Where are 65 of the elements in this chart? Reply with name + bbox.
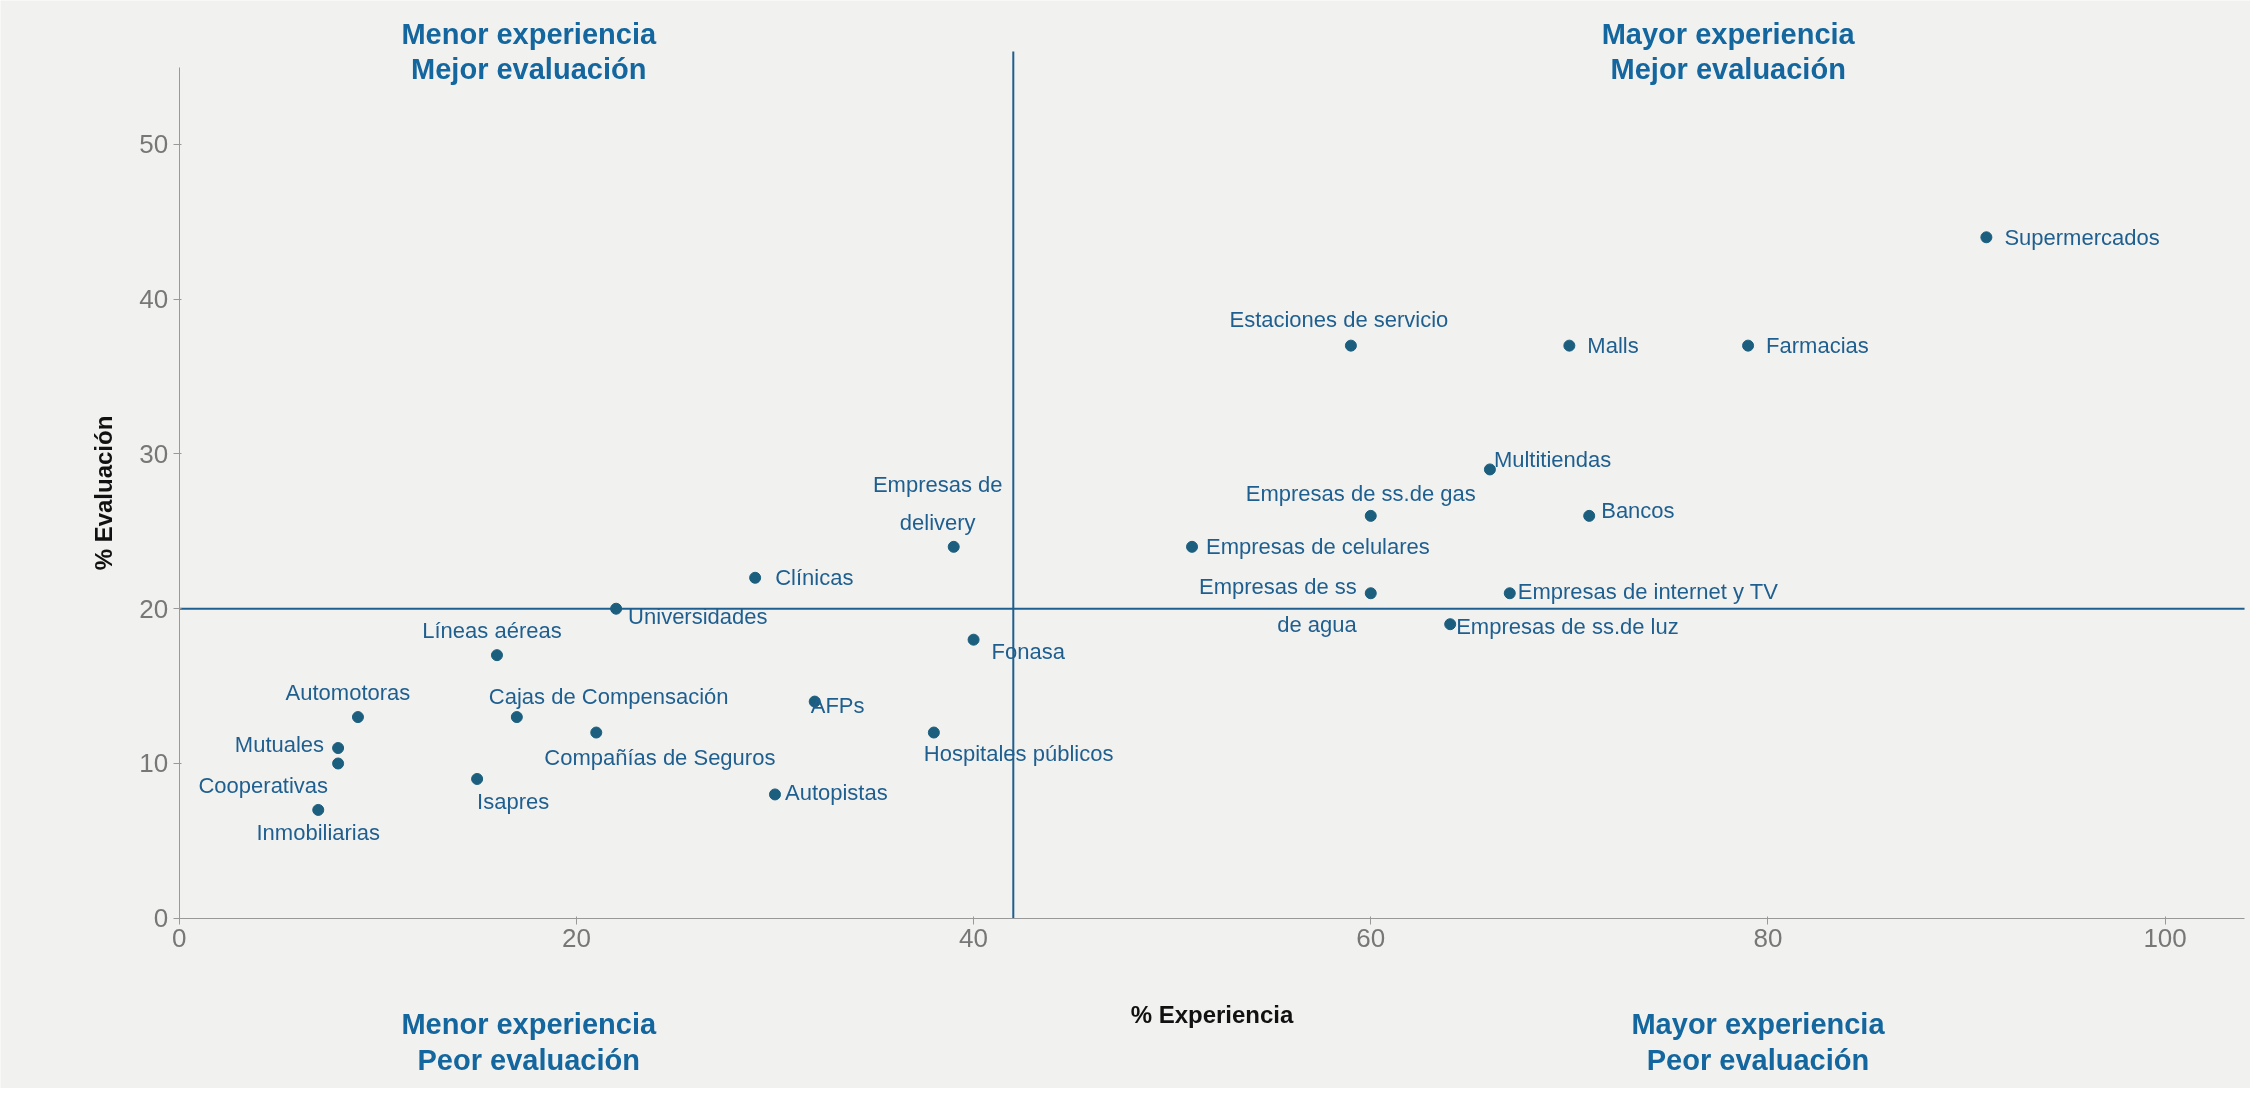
annotation: Empresas de ss.de gas: [1245, 480, 1476, 506]
annotation: Compañías de Seguros: [544, 744, 776, 770]
annotation: Malls: [1587, 333, 1639, 359]
point: [1186, 540, 1199, 553]
text: Menor experiencia Peor evaluación: [401, 1008, 657, 1076]
point: [1364, 509, 1377, 522]
annotation: Clínicas: [775, 565, 854, 591]
point: [490, 649, 503, 662]
point: [510, 711, 523, 724]
y-tick-label: 50: [139, 129, 169, 160]
x-tick-label: 20: [561, 923, 591, 954]
point: [590, 726, 603, 739]
annotation: Empresas de delivery: [872, 472, 1003, 535]
point: [768, 788, 781, 801]
y-tick-label: 0: [153, 903, 169, 934]
annotation: Estaciones de servicio: [1229, 306, 1449, 332]
point: [332, 757, 345, 770]
text: Mayor experiencia Peor evaluación: [1631, 1008, 1886, 1076]
point: [1483, 463, 1496, 476]
point: [1444, 618, 1457, 631]
annotation: Cooperativas: [198, 773, 329, 799]
point: [610, 602, 623, 615]
annotation: Supermercados: [2004, 224, 2160, 250]
point: [1344, 339, 1357, 352]
point: [1563, 339, 1576, 352]
y-axis-title: % Evaluación: [89, 415, 117, 571]
y-tick-label: 10: [139, 748, 169, 779]
annotation: Empresas de internet y TV: [1517, 578, 1779, 604]
annotation: Automotoras: [285, 680, 411, 706]
point: [471, 772, 484, 785]
annotation: Farmacias: [1766, 333, 1869, 359]
annotation: Mayor experiencia Mejor evaluación: [1601, 17, 1856, 86]
annotation: Mutuales: [234, 731, 325, 757]
point: [1503, 587, 1516, 600]
annotation: Autopistas: [784, 779, 888, 805]
x-tick-label: 100: [2143, 923, 2187, 954]
annotation: Empresas de ss de agua: [1199, 574, 1358, 637]
point: [947, 540, 960, 553]
point: [1583, 509, 1596, 522]
x-axis-title: % Experiencia: [1130, 1000, 1295, 1028]
annotation: Menor experiencia Mejor evaluación: [401, 17, 657, 86]
annotation: Líneas aéreas: [422, 618, 562, 644]
point: [351, 711, 364, 724]
x-tick-label: 40: [959, 923, 989, 954]
point: [1364, 587, 1377, 600]
y-tick-label: 40: [139, 284, 169, 315]
point: [312, 803, 325, 816]
point: [967, 633, 980, 646]
y-tick-label: 30: [139, 438, 169, 469]
point: [927, 726, 940, 739]
x-tick-label: 80: [1753, 923, 1783, 954]
point: [1980, 231, 1993, 244]
x-tick-label: 60: [1356, 923, 1386, 954]
annotation: Cajas de Compensación: [488, 684, 729, 710]
annotation: Inmobiliarias: [256, 819, 380, 845]
point: [1742, 339, 1755, 352]
y-tick-label: 20: [139, 593, 169, 624]
annotation: Bancos: [1601, 498, 1675, 524]
annotation: Empresas de celulares: [1206, 534, 1430, 560]
annotation: Isapres: [477, 788, 550, 814]
annotation: Universidades: [628, 604, 768, 630]
annotation: Multitiendas: [1493, 446, 1612, 472]
point: [749, 571, 762, 584]
point: [332, 742, 345, 755]
annotation: Empresas de ss.de luz: [1456, 613, 1679, 639]
